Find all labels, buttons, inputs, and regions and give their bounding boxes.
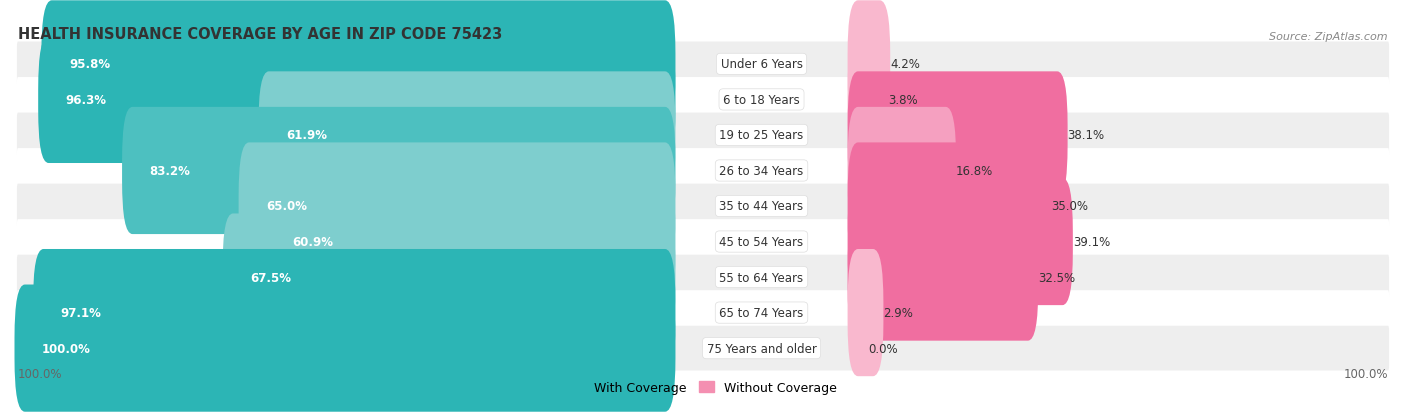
FancyBboxPatch shape <box>222 214 675 341</box>
FancyBboxPatch shape <box>122 108 675 235</box>
FancyBboxPatch shape <box>848 37 889 164</box>
FancyBboxPatch shape <box>848 1 890 128</box>
FancyBboxPatch shape <box>259 72 675 199</box>
FancyBboxPatch shape <box>848 143 1052 270</box>
FancyBboxPatch shape <box>17 184 1389 229</box>
Text: 75 Years and older: 75 Years and older <box>707 342 817 355</box>
Text: 38.1%: 38.1% <box>1067 129 1105 142</box>
Text: 55 to 64 Years: 55 to 64 Years <box>720 271 804 284</box>
Text: Source: ZipAtlas.com: Source: ZipAtlas.com <box>1270 32 1388 42</box>
Text: 39.1%: 39.1% <box>1073 235 1111 249</box>
Text: 45 to 54 Years: 45 to 54 Years <box>720 235 804 249</box>
FancyBboxPatch shape <box>34 249 675 376</box>
Text: 97.1%: 97.1% <box>60 306 101 319</box>
FancyBboxPatch shape <box>848 178 1073 305</box>
Text: 65 to 74 Years: 65 to 74 Years <box>720 306 804 319</box>
FancyBboxPatch shape <box>17 220 1389 264</box>
Text: 16.8%: 16.8% <box>956 164 994 178</box>
FancyBboxPatch shape <box>17 149 1389 193</box>
Text: 2.9%: 2.9% <box>883 306 914 319</box>
FancyBboxPatch shape <box>17 255 1389 300</box>
FancyBboxPatch shape <box>14 285 675 412</box>
FancyBboxPatch shape <box>848 249 883 376</box>
Text: 67.5%: 67.5% <box>250 271 291 284</box>
FancyBboxPatch shape <box>17 290 1389 335</box>
Text: 61.9%: 61.9% <box>285 129 328 142</box>
FancyBboxPatch shape <box>848 72 1067 199</box>
FancyBboxPatch shape <box>41 1 675 128</box>
Text: 6 to 18 Years: 6 to 18 Years <box>723 94 800 107</box>
FancyBboxPatch shape <box>17 326 1389 370</box>
FancyBboxPatch shape <box>848 214 1038 341</box>
FancyBboxPatch shape <box>848 108 956 235</box>
Text: 26 to 34 Years: 26 to 34 Years <box>720 164 804 178</box>
Text: 60.9%: 60.9% <box>292 235 333 249</box>
Text: HEALTH INSURANCE COVERAGE BY AGE IN ZIP CODE 75423: HEALTH INSURANCE COVERAGE BY AGE IN ZIP … <box>18 27 502 42</box>
Text: 35.0%: 35.0% <box>1052 200 1088 213</box>
FancyBboxPatch shape <box>239 143 675 270</box>
FancyBboxPatch shape <box>264 178 675 305</box>
FancyBboxPatch shape <box>17 113 1389 158</box>
Text: 100.0%: 100.0% <box>18 367 62 380</box>
Text: 96.3%: 96.3% <box>66 94 107 107</box>
Text: 4.2%: 4.2% <box>890 58 920 71</box>
Text: 65.0%: 65.0% <box>266 200 307 213</box>
Text: 100.0%: 100.0% <box>1344 367 1388 380</box>
Text: 100.0%: 100.0% <box>42 342 91 355</box>
Text: 95.8%: 95.8% <box>69 58 110 71</box>
FancyBboxPatch shape <box>38 37 675 164</box>
Text: 83.2%: 83.2% <box>149 164 190 178</box>
Text: Under 6 Years: Under 6 Years <box>720 58 803 71</box>
FancyBboxPatch shape <box>17 78 1389 123</box>
Text: 35 to 44 Years: 35 to 44 Years <box>720 200 804 213</box>
Text: 19 to 25 Years: 19 to 25 Years <box>720 129 804 142</box>
FancyBboxPatch shape <box>17 43 1389 87</box>
Text: 3.8%: 3.8% <box>889 94 918 107</box>
Legend: With Coverage, Without Coverage: With Coverage, Without Coverage <box>564 376 842 399</box>
Text: 0.0%: 0.0% <box>869 342 898 355</box>
Text: 32.5%: 32.5% <box>1038 271 1076 284</box>
